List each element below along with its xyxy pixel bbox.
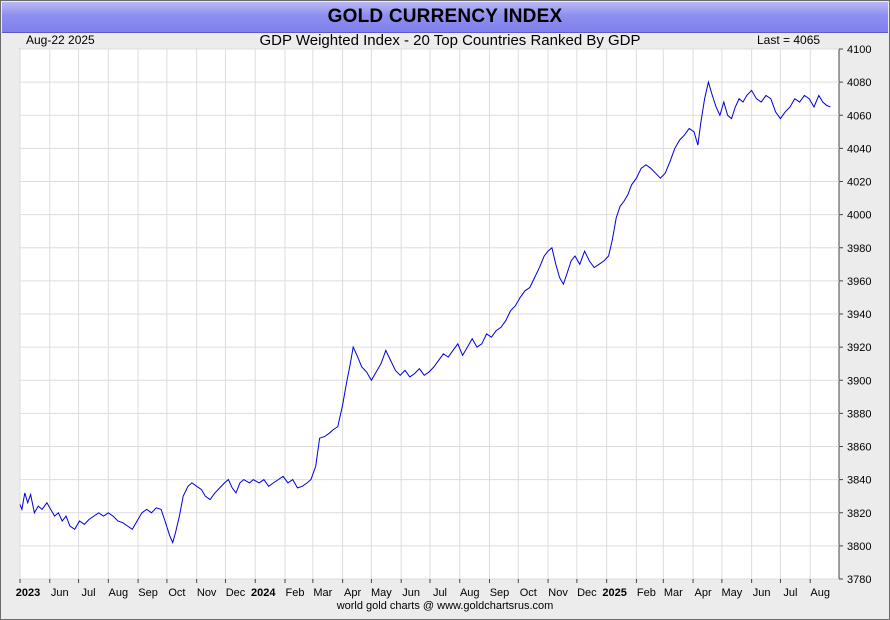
x-tick-label: May [371,587,392,599]
y-tick-label: 3980 [847,243,871,255]
y-tick-label: 4080 [847,77,871,89]
y-tick-label: 3900 [847,375,871,387]
x-tick-label: Apr [344,587,361,599]
x-tick-label: Nov [197,587,217,599]
date-label: Aug-22 2025 [26,33,95,47]
x-tick-label: Apr [694,587,711,599]
x-tick-label: 2023 [16,587,40,599]
y-axis: 3780 3800 3820 3840 3860 3880 3900 3920 3940 3960… [839,44,871,586]
x-tick-label: 2025 [602,587,626,599]
x-tick-label: Sep [490,587,510,599]
y-tick-label: 3820 [847,508,871,520]
x-tick-label: Dec [226,587,246,599]
x-tick-label: Aug [109,587,129,599]
x-tick-label: Nov [548,587,568,599]
x-tick-label: Jun [51,587,69,599]
grid [19,48,839,580]
x-tick-label: Aug [810,587,830,599]
x-tick-label: Jun [753,587,771,599]
y-tick-label: 3880 [847,408,871,420]
chart-title: GOLD CURRENCY INDEX [327,6,563,27]
x-tick-label: Aug [460,587,480,599]
y-tick-label: 3800 [847,541,871,553]
y-tick-label: 4060 [847,110,871,122]
y-tick-label: 4040 [847,143,871,155]
y-tick-label: 3920 [847,342,871,354]
y-tick-label: 4020 [847,177,871,189]
x-tick-label: Dec [577,587,597,599]
title-bar: GOLD CURRENCY INDEX [2,2,888,33]
y-tick-label: 4100 [847,44,871,56]
x-tick-label: Mar [664,587,683,599]
x-axis: 2023 Jun Jul Aug Sep Oct Nov Dec 2024 Feb Mar Apr Ma… [16,579,830,599]
y-tick-label: 3940 [847,309,871,321]
x-tick-label: Sep [138,587,158,599]
y-tick-label: 3780 [847,574,871,586]
x-tick-label: Jul [433,587,447,599]
last-value-label: Last = 4065 [757,33,821,47]
footer-credit: world gold charts @ www.goldchartsrus.co… [336,600,554,612]
x-tick-label: Feb [286,587,305,599]
x-tick-label: Jul [783,587,797,599]
x-tick-label: Oct [168,587,185,599]
x-tick-label: Oct [520,587,537,599]
index-line [19,80,831,545]
y-tick-label: 4000 [847,210,871,222]
y-tick-label: 3960 [847,276,871,288]
x-tick-label: May [721,587,742,599]
x-tick-label: Mar [313,587,332,599]
x-tick-label: Jul [82,587,96,599]
chart-subtitle: GDP Weighted Index - 20 Top Countries Ra… [259,32,641,49]
x-tick-label: 2024 [251,587,276,599]
x-tick-label: Jun [402,587,420,599]
x-tick-label: Feb [637,587,656,599]
y-tick-label: 3860 [847,442,871,454]
y-tick-label: 3840 [847,475,871,487]
